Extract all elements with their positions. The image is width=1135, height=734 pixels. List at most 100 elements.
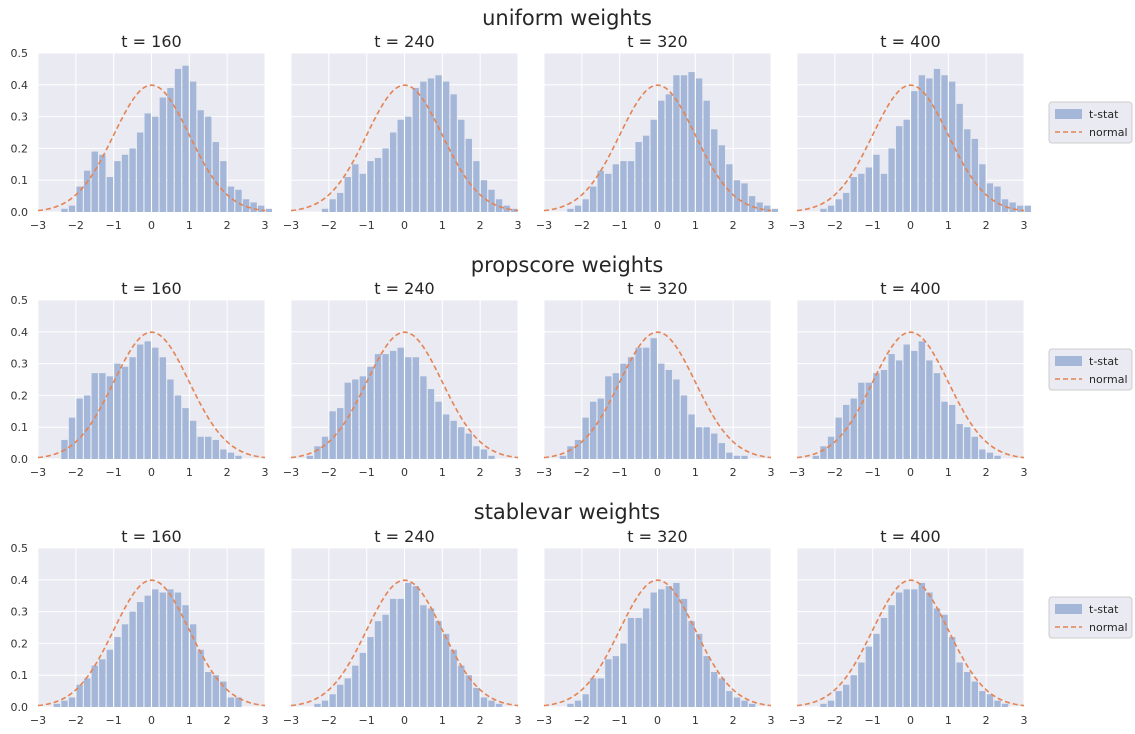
histogram-bar xyxy=(748,703,756,707)
x-tick-label: 0 xyxy=(148,714,155,727)
histogram-bar xyxy=(843,404,850,459)
histogram-bar xyxy=(627,161,635,212)
normal-curve xyxy=(290,579,519,707)
histogram-bar xyxy=(121,154,129,212)
histogram-bar xyxy=(61,208,68,212)
normal-curve xyxy=(290,84,519,212)
legend-label: t-stat xyxy=(1089,355,1119,368)
histogram-bar xyxy=(121,624,129,707)
histogram-bar xyxy=(450,649,457,707)
histogram-bar xyxy=(220,681,227,707)
histogram-bar xyxy=(979,691,986,707)
x-tick-label: 1 xyxy=(692,714,699,727)
histogram-bar xyxy=(858,382,865,459)
histogram-bar xyxy=(197,110,204,212)
subplot: t = 320 −3 −2 −1 0 1 2 3 xyxy=(536,32,778,232)
histogram-bar xyxy=(695,78,703,212)
histogram-bar xyxy=(405,116,412,212)
legend-label: normal xyxy=(1089,621,1128,634)
histogram-bar xyxy=(359,173,367,212)
subplot-title: t = 240 xyxy=(374,279,434,298)
x-tick-label: 0 xyxy=(654,714,661,727)
histogram-bar xyxy=(265,208,272,212)
histogram-bar xyxy=(895,360,903,459)
histogram-bar xyxy=(144,595,151,707)
histogram-bar xyxy=(971,681,978,707)
histogram-bar xyxy=(835,417,842,459)
x-tick-label: −2 xyxy=(68,714,84,727)
histogram-bar xyxy=(911,91,918,212)
x-tick-label: 2 xyxy=(477,219,484,232)
x-tick-label: 3 xyxy=(768,466,775,479)
legend: t-stat normal xyxy=(1048,101,1133,144)
histogram-bar xyxy=(688,72,695,212)
histogram-bar xyxy=(84,678,91,707)
histogram-bar xyxy=(812,455,820,459)
histogram-bar xyxy=(827,700,835,707)
x-tick-label: 3 xyxy=(262,466,269,479)
histogram-bar xyxy=(941,401,948,459)
x-tick-label: 2 xyxy=(477,466,484,479)
histogram-bar xyxy=(612,164,620,212)
histogram-bar xyxy=(748,196,756,212)
histogram-bar xyxy=(129,611,136,707)
histogram-bar xyxy=(918,75,926,212)
subplot: t = 400 −3 −2 −1 0 1 2 3 xyxy=(789,32,1031,232)
histogram-bar xyxy=(873,633,880,707)
x-tick-label: 0 xyxy=(654,219,661,232)
histogram-bar xyxy=(994,455,1001,459)
histogram-bar xyxy=(574,700,582,707)
histogram-bar xyxy=(843,684,850,707)
row-suptitle: stablevar weights xyxy=(474,500,660,524)
histogram-bar xyxy=(858,173,865,212)
x-tick-label: 2 xyxy=(730,219,737,232)
histogram-bar xyxy=(582,694,589,707)
x-tick-label: −1 xyxy=(106,714,122,727)
histogram-bar xyxy=(933,68,941,213)
histogram-bar xyxy=(465,138,472,212)
x-tick-label: 3 xyxy=(515,466,522,479)
subplot: t = 400 −3 −2 −1 0 1 2 3 xyxy=(789,279,1028,479)
subplot: t = 240 −3 −2 −1 0 1 2 3 xyxy=(283,527,522,727)
histogram-bar xyxy=(680,75,688,212)
histogram-bar xyxy=(948,81,956,213)
legend: t-stat normal xyxy=(1048,348,1133,391)
histogram-bar xyxy=(250,202,257,212)
histogram-bar xyxy=(680,598,688,707)
histogram-bar xyxy=(888,148,895,212)
histogram-bar xyxy=(99,373,106,459)
histogram-bar xyxy=(306,455,314,459)
histogram-bar xyxy=(948,637,956,707)
histogram-bar xyxy=(84,170,91,212)
histogram-bar xyxy=(994,186,1001,212)
histogram-bar xyxy=(473,161,480,212)
histogram-bar xyxy=(152,589,159,707)
subplot-title: t = 240 xyxy=(374,32,434,51)
x-tick-label: 1 xyxy=(945,466,952,479)
histogram-bar xyxy=(106,177,114,212)
x-tick-label: −1 xyxy=(612,714,628,727)
histogram-bar xyxy=(986,452,994,459)
histogram-bar xyxy=(182,408,189,459)
histogram-bar xyxy=(91,151,98,212)
x-tick-label: −2 xyxy=(574,714,590,727)
histogram-bar xyxy=(329,694,336,707)
histogram-bar xyxy=(873,373,880,459)
x-tick-label: −3 xyxy=(283,219,299,232)
histogram-bar xyxy=(642,347,650,459)
x-tick-label: −1 xyxy=(359,466,375,479)
histogram-bar xyxy=(635,142,642,212)
x-tick-label: −3 xyxy=(536,219,552,232)
subplot-title: t = 320 xyxy=(627,279,687,298)
subplot-title: t = 400 xyxy=(880,32,940,51)
histogram-bar xyxy=(665,586,673,707)
histogram-bar xyxy=(329,199,336,212)
histogram-bar xyxy=(695,633,703,707)
histogram-bar xyxy=(605,376,612,459)
histogram-bar xyxy=(620,161,627,212)
x-tick-label: 1 xyxy=(945,714,952,727)
histogram-bar xyxy=(888,354,895,459)
histogram-bar xyxy=(650,119,657,212)
histogram-bar xyxy=(567,208,574,212)
histogram-bar xyxy=(91,665,98,707)
